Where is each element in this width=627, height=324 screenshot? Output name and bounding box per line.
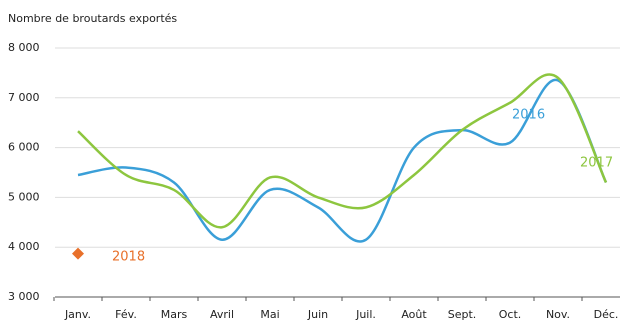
x-tick-label: Mars — [161, 308, 188, 321]
x-tick-label: Mai — [260, 308, 279, 321]
x-tick-label: Avril — [210, 308, 234, 321]
chart-title: Nombre de broutards exportés — [8, 12, 177, 25]
y-tick-label: 6 000 — [8, 141, 40, 154]
y-tick-label: 7 000 — [8, 91, 40, 104]
x-tick-label: Sept. — [448, 308, 477, 321]
x-tick-label: Juil. — [355, 308, 376, 321]
y-tick-label: 5 000 — [8, 190, 40, 203]
series-label: 2018 — [112, 250, 145, 265]
x-tick-label: Janv. — [64, 308, 91, 321]
series-line — [77, 79, 608, 243]
x-tick-label: Fév. — [115, 308, 137, 321]
x-tick-label: Nov. — [546, 308, 570, 321]
series-label: 2016 — [512, 108, 545, 123]
x-tick-label: Juin — [307, 308, 328, 321]
series-line — [77, 73, 608, 229]
series-label: 2017 — [580, 156, 613, 171]
y-tick-label: 4 000 — [8, 240, 40, 253]
point — [72, 247, 84, 260]
x-tick-label: Oct. — [499, 308, 522, 321]
y-tick-label: 8 000 — [8, 41, 40, 54]
x-tick-label: Août — [401, 308, 427, 321]
x-tick-label: Déc. — [594, 308, 619, 321]
y-tick-label: 3 000 — [8, 290, 40, 303]
